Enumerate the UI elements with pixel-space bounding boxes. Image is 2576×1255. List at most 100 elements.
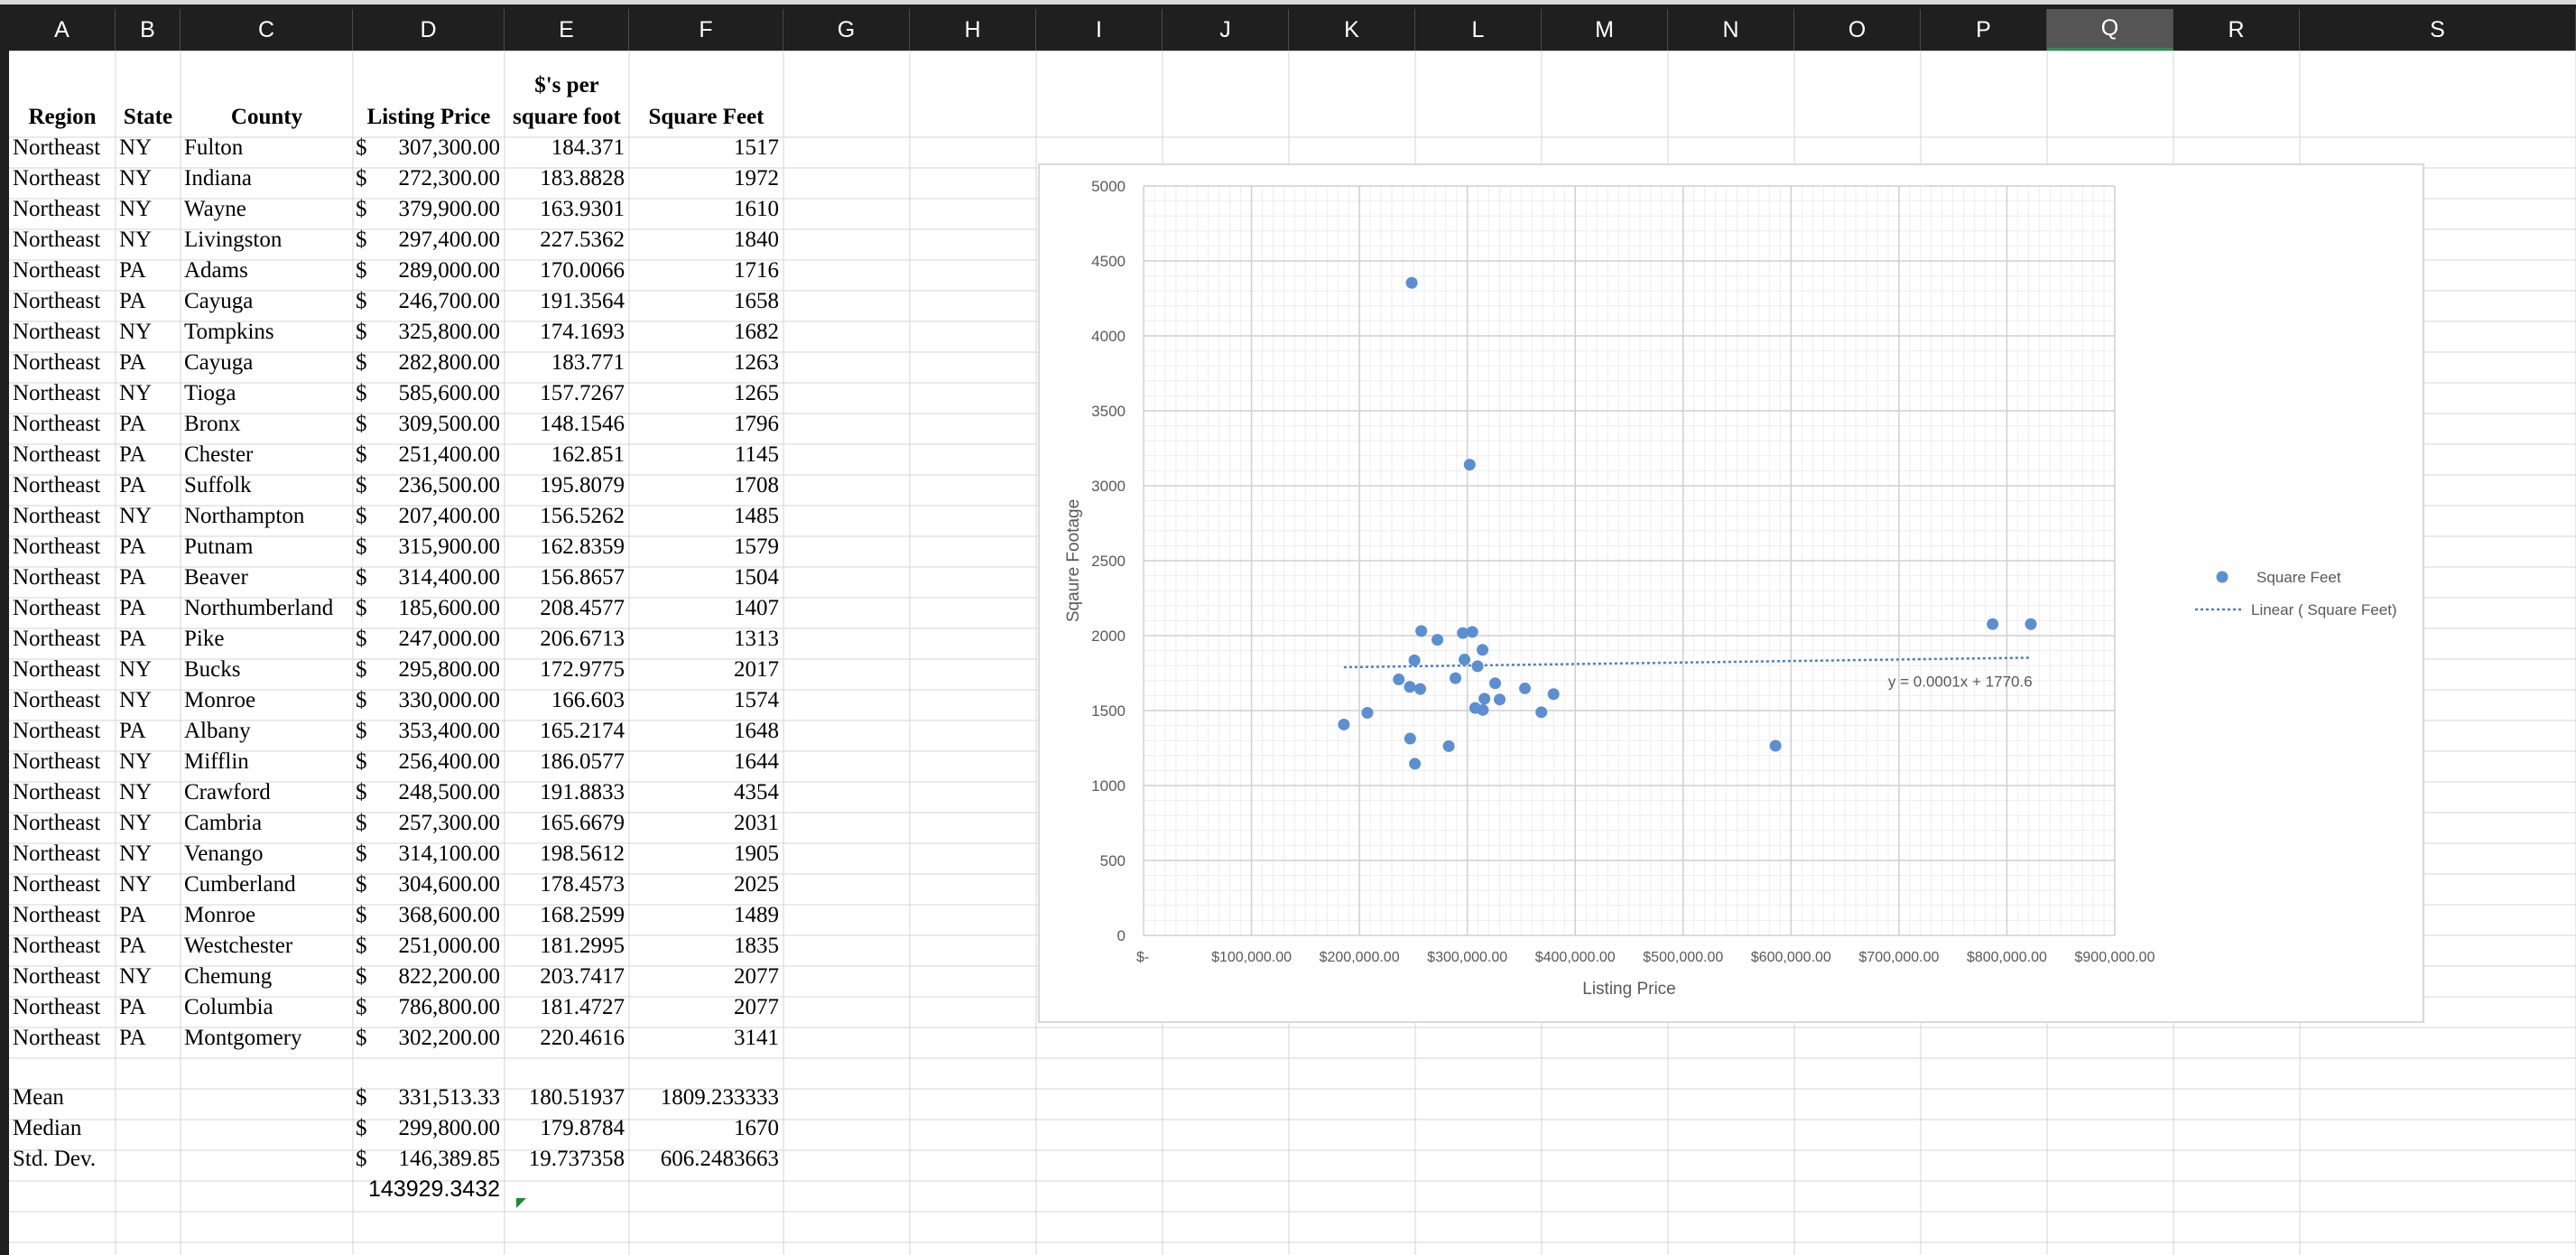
column-header-b[interactable]: B <box>116 9 181 51</box>
cell-county[interactable]: Wayne <box>184 197 246 221</box>
cell-county[interactable]: Monroe <box>184 903 256 927</box>
cell-square-feet[interactable]: 1644 <box>734 749 779 774</box>
cell-square-feet[interactable]: 1796 <box>734 412 779 436</box>
cell-listing-price[interactable]: $295,800.00 <box>353 655 505 685</box>
cell-state[interactable]: PA <box>119 289 146 313</box>
cell-state[interactable]: NY <box>119 381 153 405</box>
cell-listing-price[interactable]: $251,400.00 <box>353 440 505 470</box>
cell-region[interactable]: Northeast <box>13 811 101 835</box>
cell-county[interactable]: Northampton <box>184 504 305 528</box>
stat-per-sqft[interactable]: 180.51937 <box>528 1085 625 1110</box>
cell-state[interactable]: NY <box>119 811 153 835</box>
cell-county[interactable]: Fulton <box>184 135 244 160</box>
cell-region[interactable]: Northeast <box>13 228 101 252</box>
column-header-c[interactable]: C <box>181 9 353 51</box>
cell-listing-price[interactable]: $282,800.00 <box>353 348 505 378</box>
cell-county[interactable]: Putnam <box>184 535 254 559</box>
cell-county[interactable]: Montgomery <box>184 1026 302 1050</box>
cell-square-feet[interactable]: 2077 <box>734 964 779 989</box>
cell-region[interactable]: Northeast <box>13 197 101 221</box>
cell-per-sqft[interactable]: 162.851 <box>551 442 625 467</box>
column-header-r[interactable]: R <box>2173 9 2300 51</box>
cell-region[interactable]: Northeast <box>13 903 101 927</box>
cell-square-feet[interactable]: 1835 <box>734 934 779 958</box>
cell-listing-price[interactable]: $247,000.00 <box>353 624 505 655</box>
cell-per-sqft[interactable]: 191.8833 <box>540 780 625 804</box>
cell-square-feet[interactable]: 1579 <box>734 535 779 559</box>
cell-square-feet[interactable]: 1682 <box>734 320 779 344</box>
cell-region[interactable]: Northeast <box>13 749 101 774</box>
cell-county[interactable]: Mifflin <box>184 749 249 774</box>
cell-region[interactable]: Northeast <box>13 719 101 743</box>
cell-square-feet[interactable]: 1716 <box>734 258 779 283</box>
cell-square-feet[interactable]: 1489 <box>734 903 779 927</box>
cell-per-sqft[interactable]: 157.7267 <box>540 381 625 405</box>
cell-square-feet[interactable]: 2077 <box>734 995 779 1019</box>
stat-label[interactable]: Mean <box>13 1085 64 1110</box>
column-header-q[interactable]: Q <box>2047 9 2173 51</box>
stat-square-feet[interactable]: 1809.233333 <box>660 1085 779 1110</box>
cell-per-sqft[interactable]: 170.0066 <box>540 258 625 283</box>
cell-state[interactable]: PA <box>119 934 146 958</box>
cell-square-feet[interactable]: 1313 <box>734 627 779 651</box>
cell-square-feet[interactable]: 1517 <box>734 135 779 160</box>
cell-region[interactable]: Northeast <box>13 1026 101 1050</box>
cell-county[interactable]: Bronx <box>184 412 241 436</box>
cell-square-feet[interactable]: 1263 <box>734 350 779 375</box>
column-header-j[interactable]: J <box>1163 9 1289 51</box>
cell-listing-price[interactable]: $307,300.00 <box>353 133 505 163</box>
header-per-sqft-line2[interactable]: square foot <box>513 105 621 129</box>
header-county[interactable]: County <box>230 105 303 129</box>
cell-state[interactable]: PA <box>119 596 146 620</box>
column-header-a[interactable]: A <box>9 9 116 51</box>
cell-state[interactable]: NY <box>119 657 153 682</box>
cell-listing-price[interactable]: $289,000.00 <box>353 256 505 286</box>
cell-listing-price[interactable]: $302,200.00 <box>353 1023 505 1054</box>
cell-state[interactable]: PA <box>119 1026 146 1050</box>
header-region[interactable]: Region <box>28 105 97 129</box>
cell-square-feet[interactable]: 2031 <box>734 811 779 835</box>
column-header-p[interactable]: P <box>1921 9 2047 51</box>
cell-county[interactable]: Cayuga <box>184 289 254 313</box>
cell-region[interactable]: Northeast <box>13 504 101 528</box>
cell-per-sqft[interactable]: 181.4727 <box>540 995 625 1019</box>
cell-per-sqft[interactable]: 163.9301 <box>540 197 625 221</box>
cell-state[interactable]: NY <box>119 197 153 221</box>
cell-square-feet[interactable]: 1265 <box>734 381 779 405</box>
column-header-g[interactable]: G <box>783 9 910 51</box>
cell-region[interactable]: Northeast <box>13 657 101 682</box>
cell-listing-price[interactable]: $304,600.00 <box>353 869 505 900</box>
cell-square-feet[interactable]: 1574 <box>734 688 779 712</box>
cell-region[interactable]: Northeast <box>13 350 101 375</box>
cell-state[interactable]: PA <box>119 412 146 436</box>
cell-county[interactable]: Tioga <box>184 381 236 405</box>
column-header-d[interactable]: D <box>353 9 505 51</box>
cell-region[interactable]: Northeast <box>13 320 101 344</box>
cell-state[interactable]: NY <box>119 841 153 866</box>
cell-listing-price[interactable]: $786,800.00 <box>353 992 505 1023</box>
cell-per-sqft[interactable]: 165.6679 <box>540 811 625 835</box>
cell-per-sqft[interactable]: 206.6713 <box>540 627 625 651</box>
cell-state[interactable]: NY <box>119 320 153 344</box>
column-header-o[interactable]: O <box>1794 9 1921 51</box>
cell-square-feet[interactable]: 1504 <box>734 565 779 590</box>
cell-region[interactable]: Northeast <box>13 688 101 712</box>
cell-square-feet[interactable]: 1648 <box>734 719 779 743</box>
cell-state[interactable]: PA <box>119 627 146 651</box>
cell-extra-value[interactable]: 143929.3432 <box>368 1176 500 1202</box>
cell-county[interactable]: Crawford <box>184 780 271 804</box>
stat-per-sqft[interactable]: 19.737358 <box>528 1147 625 1171</box>
error-indicator-icon[interactable] <box>516 1198 526 1208</box>
cell-listing-price[interactable]: $297,400.00 <box>353 225 505 256</box>
cell-region[interactable]: Northeast <box>13 627 101 651</box>
cell-per-sqft[interactable]: 165.2174 <box>540 719 625 743</box>
header-state[interactable]: State <box>123 105 173 129</box>
cell-state[interactable]: PA <box>119 565 146 590</box>
cell-region[interactable]: Northeast <box>13 412 101 436</box>
cell-listing-price[interactable]: $185,600.00 <box>353 593 505 624</box>
stat-listing-price[interactable]: $146,389.85 <box>353 1144 505 1175</box>
cell-listing-price[interactable]: $207,400.00 <box>353 501 505 532</box>
cell-state[interactable]: NY <box>119 780 153 804</box>
column-header-h[interactable]: H <box>910 9 1036 51</box>
cell-listing-price[interactable]: $248,500.00 <box>353 777 505 808</box>
